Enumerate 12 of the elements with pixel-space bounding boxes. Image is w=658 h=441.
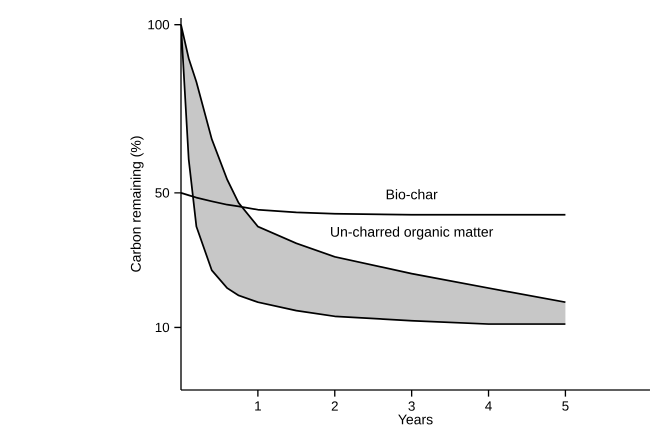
annotation: Bio-char (386, 189, 438, 200)
x-tick-label: 2 (332, 401, 338, 411)
x-tick-label: 1 (255, 401, 261, 411)
y-tick-label: 50 (155, 188, 170, 198)
x-tick-label: 3 (408, 401, 415, 411)
annotation: Un-charred organic matter (331, 226, 494, 240)
x-tick-label: 4 (485, 401, 492, 411)
x-tick-label: 5 (562, 401, 569, 411)
y-tick-label: 100 (148, 20, 170, 30)
y-axis-title: Carbon remaining (%) (130, 136, 144, 272)
y-tick-label: 10 (156, 322, 170, 332)
x-axis-title: Years (398, 414, 433, 424)
